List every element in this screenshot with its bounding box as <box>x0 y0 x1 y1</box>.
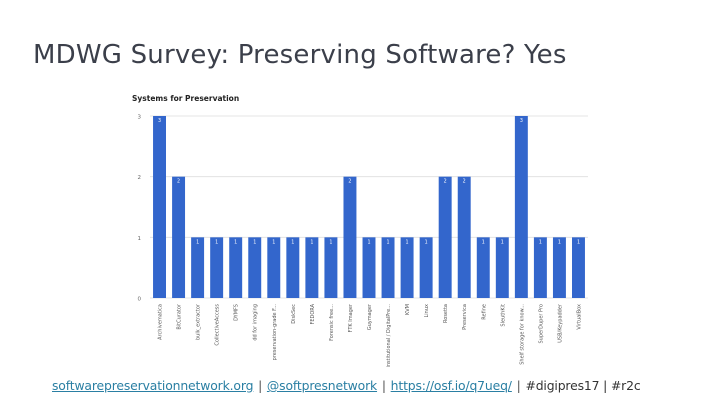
x-tick-label: USB/Keypadder <box>557 303 563 343</box>
data-label: 1 <box>501 239 504 245</box>
bar <box>419 237 433 298</box>
bar <box>400 237 414 298</box>
bar <box>172 176 186 298</box>
y-tick-label: 0 <box>138 297 142 303</box>
bar <box>324 237 338 298</box>
bar <box>343 176 357 298</box>
x-tick-label: BitCurator <box>177 303 183 330</box>
x-tick-label: SleuthKit <box>500 304 506 327</box>
bar <box>476 237 490 298</box>
y-axis-ticks: 0 1 2 3 <box>138 115 142 303</box>
x-tick-label: CollectiveAccess <box>215 304 221 346</box>
x-tick-label: KVM <box>405 304 411 315</box>
footer-separator: | <box>381 378 386 393</box>
data-label: 1 <box>558 239 561 245</box>
slide-title: MDWG Survey: Preserving Software? Yes <box>33 40 567 70</box>
x-tick-label: preservation-grade F... <box>272 304 278 361</box>
bar <box>457 176 471 298</box>
data-label: 1 <box>234 239 237 245</box>
x-tick-label: Refine <box>481 304 487 320</box>
bar <box>533 237 547 298</box>
x-tick-label: Guymager <box>367 303 373 330</box>
bar-series <box>153 116 585 298</box>
x-tick-label: Rosetta <box>443 304 449 323</box>
y-tick-label: 2 <box>138 175 142 181</box>
data-label: 1 <box>272 239 275 245</box>
data-label: 1 <box>196 239 199 245</box>
data-label: 3 <box>158 118 161 124</box>
bar-chart: Systems for Preservation 0 1 2 3 3 2 1 1 1 1 1 1 1 1… <box>120 88 600 373</box>
bar <box>267 237 281 298</box>
data-label: 1 <box>310 239 313 245</box>
hashtags: #digipres17 | #r2c <box>525 378 641 393</box>
bar <box>495 237 509 298</box>
x-axis-ticks: Archivematica BitCurator bulk_extractor Col… <box>158 303 583 367</box>
data-label: 1 <box>253 239 256 245</box>
footer: softwarepreservationnetwork.org | @softp… <box>52 378 641 393</box>
footer-separator: | <box>516 378 521 393</box>
data-label: 1 <box>329 239 332 245</box>
data-label: 2 <box>444 179 447 185</box>
bar <box>191 237 205 298</box>
x-tick-label: DiskSec <box>291 304 297 324</box>
bar <box>381 237 395 298</box>
data-label: 1 <box>387 239 390 245</box>
data-labels: 3 2 1 1 1 1 1 1 1 1 2 1 1 1 1 2 2 1 1 3 1 1 1 <box>158 118 580 245</box>
data-label: 1 <box>482 239 485 245</box>
x-tick-label: VirtualBox <box>576 304 582 330</box>
data-label: 1 <box>425 239 428 245</box>
data-label: 2 <box>463 179 466 185</box>
x-tick-label: FEDORA <box>310 303 316 324</box>
data-label: 1 <box>577 239 580 245</box>
chart-title: Systems for Preservation <box>132 94 239 103</box>
data-label: 2 <box>177 179 180 185</box>
bar <box>286 237 300 298</box>
x-tick-label: Linux <box>424 304 430 318</box>
y-tick-label: 3 <box>138 115 142 121</box>
x-tick-label: bulk_extractor <box>196 303 202 340</box>
website-link[interactable]: softwarepreservationnetwork.org <box>52 378 254 393</box>
x-tick-label: Archivematica <box>158 304 164 340</box>
bar <box>552 237 566 298</box>
data-label: 3 <box>520 118 523 124</box>
x-tick-label: SuperDuper Pro <box>538 304 544 344</box>
x-tick-label: Forensic free... <box>329 304 335 341</box>
bar <box>362 237 376 298</box>
x-tick-label: FTK Imager <box>348 303 354 332</box>
bar <box>572 237 585 298</box>
x-tick-label: DYMFS <box>234 304 240 321</box>
data-label: 2 <box>348 179 351 185</box>
osf-link[interactable]: https://osf.io/q7ueq/ <box>390 378 512 393</box>
x-tick-label: dd for imaging <box>253 304 259 341</box>
bar <box>438 176 452 298</box>
twitter-link[interactable]: @softpresnetwork <box>266 378 378 393</box>
data-label: 1 <box>539 239 542 245</box>
footer-separator: | <box>258 378 263 393</box>
bar <box>305 237 319 298</box>
bar <box>229 237 243 298</box>
x-tick-label: Shelf storage for know... <box>519 304 525 365</box>
data-label: 1 <box>406 239 409 245</box>
x-tick-label: institutional / DigitalPre... <box>386 304 392 368</box>
data-label: 1 <box>291 239 294 245</box>
bar <box>210 237 224 298</box>
bar <box>514 116 528 298</box>
data-label: 1 <box>215 239 218 245</box>
chart-svg: Systems for Preservation 0 1 2 3 3 2 1 1 1 1 1 1 1 1… <box>132 94 588 367</box>
bar <box>153 116 166 298</box>
data-label: 1 <box>367 239 370 245</box>
x-tick-label: Preservica <box>462 304 468 330</box>
bar <box>248 237 262 298</box>
y-tick-label: 1 <box>138 236 142 242</box>
